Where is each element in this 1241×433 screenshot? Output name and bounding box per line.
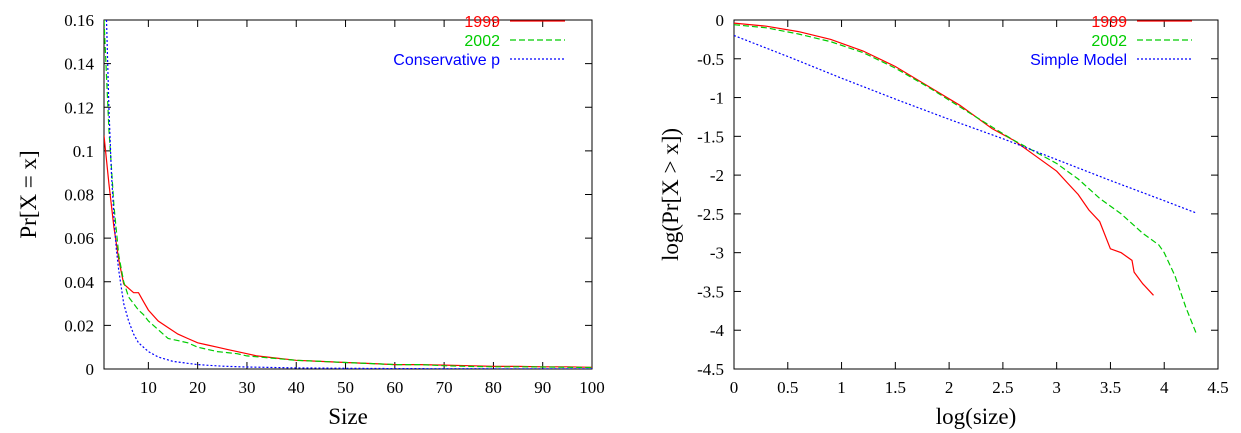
y-tick-label: 0.06	[64, 229, 94, 248]
y-tick-label: 0	[86, 360, 95, 379]
y-tick-label: -0.5	[697, 50, 724, 69]
legend-label: Conservative p	[393, 52, 500, 69]
y-tick-label: -3	[710, 244, 724, 263]
series-line-3	[105, 20, 592, 369]
x-tick-label: 50	[337, 378, 354, 397]
y-tick-label: 0.08	[64, 186, 94, 205]
x-tick-label: 3	[1052, 378, 1061, 397]
x-tick-label: 20	[189, 378, 206, 397]
series-line-1	[734, 22, 1154, 296]
x-tick-label: 4	[1160, 378, 1169, 397]
y-tick-label: 0.04	[64, 273, 94, 292]
series-line-3	[734, 34, 1197, 214]
chart-2: 0 0.5 1 1.5 2 2.5 3 3.5 4 4.5 0 -0.5 -1 -1.5 -2 -2.5 -3 -…	[658, 11, 1229, 429]
series-line-2	[104, 20, 592, 369]
series-line-2	[734, 24, 1198, 335]
x-tick-label: 2	[945, 378, 954, 397]
y-tick-label: 0.02	[64, 316, 94, 335]
y-tick-label: -1	[710, 89, 724, 108]
legend-label: 1999	[1091, 14, 1127, 31]
y-tick-label: 0.14	[64, 55, 94, 74]
series-line-1	[104, 135, 592, 368]
x-tick-label: 0.5	[777, 378, 798, 397]
y-tick-label: -4.5	[697, 360, 724, 379]
y-tick-label: 0	[716, 11, 725, 30]
y-tick-label: -3.5	[697, 282, 724, 301]
x-axis-label: Size	[328, 404, 368, 429]
legend-label: 2002	[1091, 33, 1127, 50]
x-tick-label: 90	[534, 378, 551, 397]
x-tick-label: 3.5	[1100, 378, 1121, 397]
y-tick-label: -2.5	[697, 205, 724, 224]
y-tick-label: -1.5	[697, 127, 724, 146]
y-axis-label: Pr[X = x]	[16, 150, 41, 238]
x-tick-label: 70	[436, 378, 453, 397]
x-tick-label: 30	[238, 378, 255, 397]
x-tick-label: 0	[730, 378, 739, 397]
y-tick-label: 0.1	[73, 142, 94, 161]
legend-label: Simple Model	[1030, 52, 1127, 69]
plot-frame	[103, 19, 593, 370]
y-tick-label: 0.12	[64, 98, 94, 117]
plot-frame	[733, 19, 1219, 370]
x-tick-label: 40	[288, 378, 305, 397]
legend-label: 2002	[464, 33, 500, 50]
y-tick-label: 0.16	[64, 11, 94, 30]
y-tick-label: -4	[710, 321, 725, 340]
x-axis-label: log(size)	[936, 404, 1016, 429]
y-tick-label: -2	[710, 166, 724, 185]
y-axis-label: log(Pr[X > x])	[658, 128, 683, 261]
x-tick-label: 1.5	[885, 378, 906, 397]
x-tick-label: 4.5	[1207, 378, 1228, 397]
x-tick-label: 10	[140, 378, 157, 397]
x-tick-label: 100	[579, 378, 605, 397]
chart-1: 10 20 30 40 50 60 70 80 90 100 0 0.02 0.04 0.06 0.08 0.…	[16, 11, 605, 429]
x-tick-label: 60	[386, 378, 403, 397]
x-tick-label: 1	[837, 378, 846, 397]
x-tick-label: 2.5	[992, 378, 1013, 397]
legend-label: 1999	[464, 14, 500, 31]
x-tick-label: 80	[485, 378, 502, 397]
